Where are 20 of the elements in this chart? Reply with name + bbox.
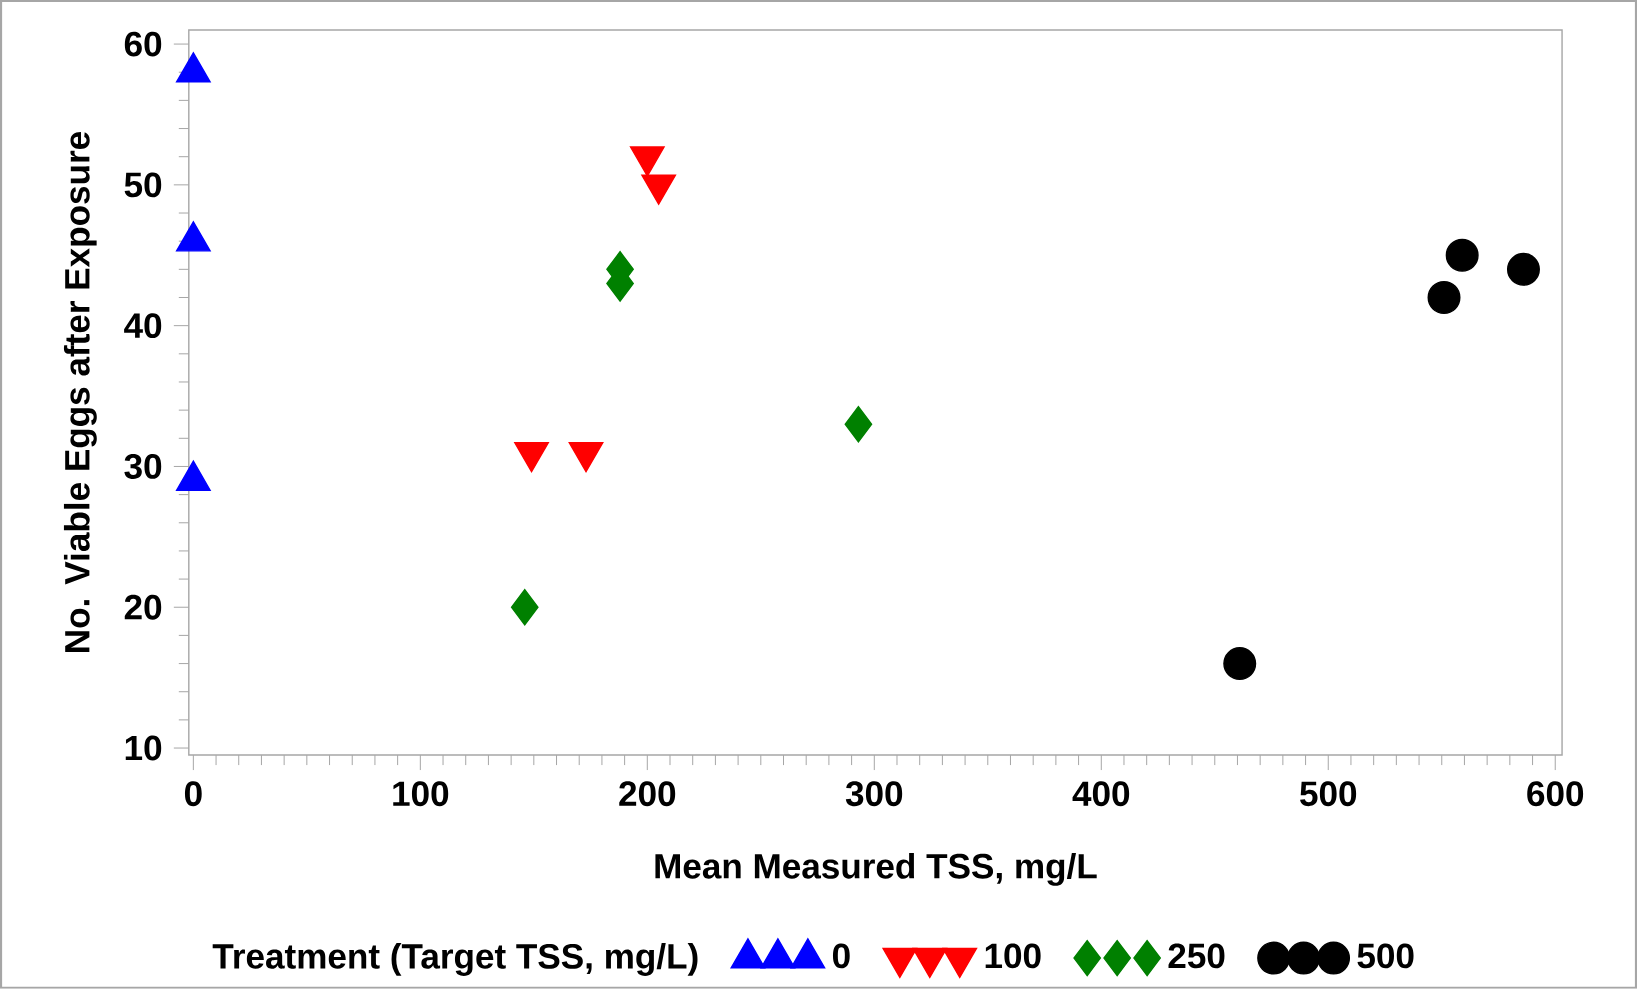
y-tick-label: 50	[124, 172, 162, 198]
y-tick-label: 20	[124, 594, 162, 620]
x-tick-label: 100	[393, 781, 449, 807]
y-tick-label: 40	[124, 313, 162, 339]
y-tick-label: 10	[125, 735, 162, 761]
x-tick-label: 400	[1072, 781, 1130, 807]
legend-label: 100	[985, 943, 1041, 969]
legend-label: 0	[832, 943, 850, 969]
x-tick-label: 0	[184, 781, 202, 807]
x-axis-title: Mean Measured TSS, mg/L	[655, 853, 1097, 886]
legend-label: 500	[1357, 943, 1414, 969]
y-axis-title: No. Viable Eggs after Exposure	[63, 132, 97, 652]
x-tick-label: 200	[619, 781, 676, 807]
x-tick-label: 300	[845, 781, 903, 807]
y-tick-label: 30	[124, 454, 162, 479]
legend-title: Treatment (Target TSS, mg/L)	[212, 943, 698, 976]
legend-label: 250	[1168, 943, 1225, 969]
x-tick-label: 600	[1527, 781, 1584, 807]
y-tick-label: 60	[124, 31, 162, 57]
x-tick-label: 500	[1300, 781, 1357, 807]
